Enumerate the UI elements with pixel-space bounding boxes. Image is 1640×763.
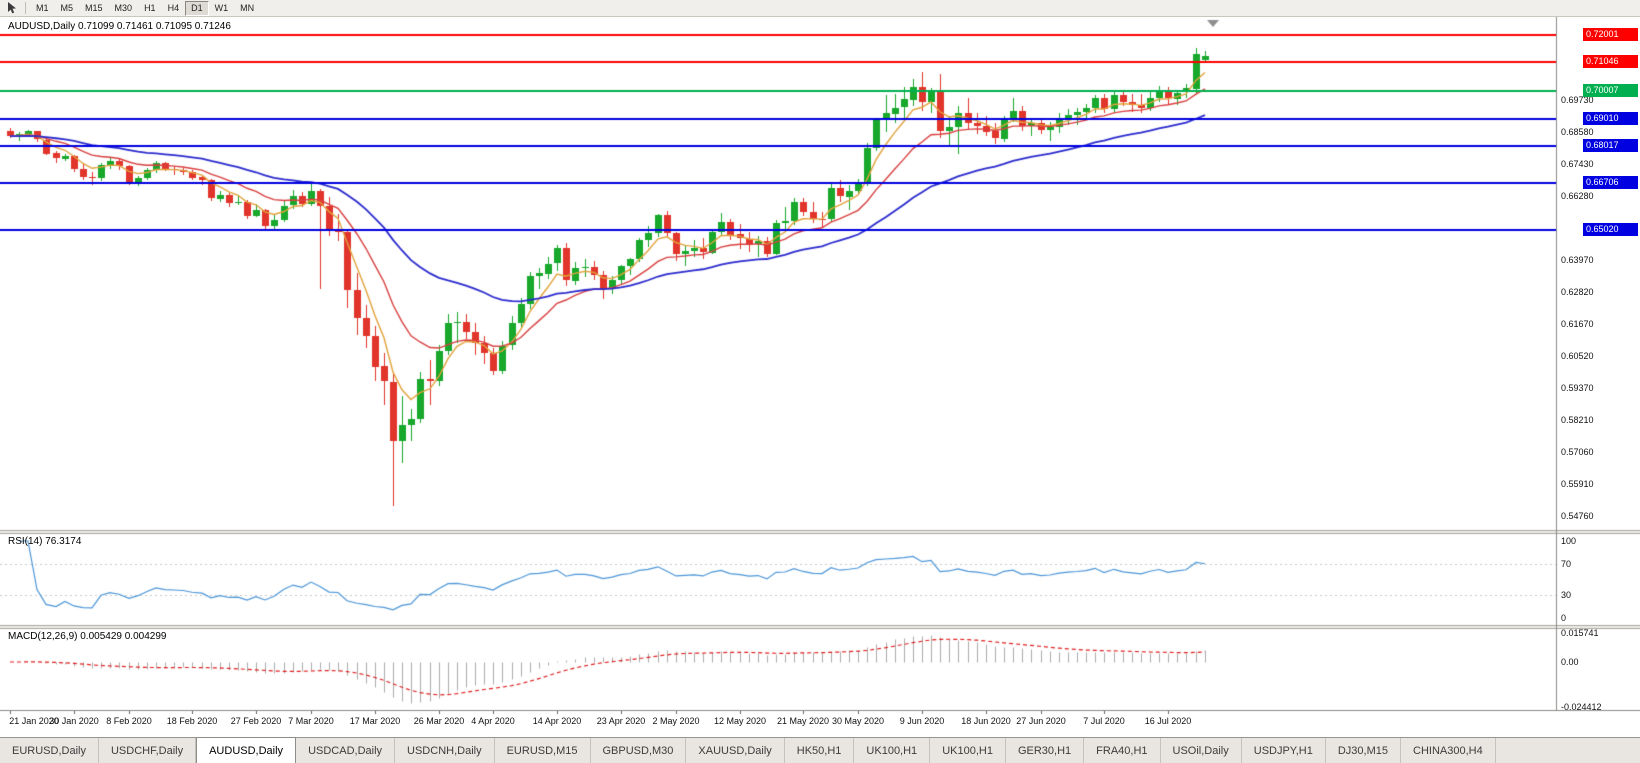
rsi-scale-label: 0 [1561, 613, 1567, 623]
timeframe-m1-button[interactable]: M1 [30, 1, 55, 16]
price-line-tag[interactable]: 0.66706 [1583, 176, 1638, 189]
date-label: 18 Jun 2020 [961, 716, 1011, 726]
price-scale-label: 0.69730 [1561, 95, 1594, 105]
date-label: 8 Feb 2020 [106, 716, 152, 726]
date-label: 2 May 2020 [652, 716, 700, 726]
price-line-tag[interactable]: 0.70007 [1583, 84, 1638, 97]
date-label: 18 Feb 2020 [166, 716, 218, 726]
date-label: 16 Jul 2020 [1144, 716, 1192, 726]
rsi-indicator-label: RSI(14) 76.3174 [8, 536, 82, 547]
timeframe-m30-button[interactable]: M30 [109, 1, 139, 16]
date-label: 7 Mar 2020 [288, 716, 334, 726]
date-label: 27 Jun 2020 [1016, 716, 1066, 726]
price-scale-label: 0.61670 [1561, 319, 1594, 329]
price-scale-label: 0.54760 [1561, 511, 1594, 521]
price-scale-label: 0.60520 [1561, 351, 1594, 361]
timeframe-w1-button[interactable]: W1 [209, 1, 235, 16]
tab-eurusd-daily[interactable]: EURUSD,Daily [0, 738, 99, 763]
macd-scale-label: -0.024412 [1561, 702, 1602, 712]
price-scale-label: 0.59370 [1561, 383, 1594, 393]
price-scale-label: 0.63970 [1561, 255, 1594, 265]
tab-usdjpy-h1[interactable]: USDJPY,H1 [1241, 738, 1326, 763]
price-scale-label: 0.58210 [1561, 415, 1594, 425]
price-line-tag[interactable]: 0.71046 [1583, 55, 1638, 68]
rsi-scale-label: 30 [1561, 590, 1572, 600]
date-label: 27 Feb 2020 [230, 716, 282, 726]
timeframe-d1-button[interactable]: D1 [185, 0, 209, 16]
toolbar-separator [25, 2, 26, 14]
tab-eurusd-m15[interactable]: EURUSD,M15 [494, 738, 591, 763]
macd-indicator-label: MACD(12,26,9) 0.005429 0.004299 [8, 631, 167, 642]
date-label: 9 Jun 2020 [899, 716, 945, 726]
tab-uk100-h1-2[interactable]: UK100,H1 [930, 738, 1006, 763]
date-label: 30 Jan 2020 [49, 716, 99, 726]
tab-usoil-daily[interactable]: USOil,Daily [1160, 738, 1242, 763]
tab-usdchf-daily[interactable]: USDCHF,Daily [98, 738, 197, 763]
tab-gbpusd-m30[interactable]: GBPUSD,M30 [590, 738, 687, 763]
date-label: 21 Jan 2020 [9, 716, 59, 726]
date-label: 17 Mar 2020 [349, 716, 401, 726]
tab-ger30-h1[interactable]: GER30,H1 [1005, 738, 1085, 763]
tab-xauusd-daily[interactable]: XAUUSD,Daily [686, 738, 785, 763]
tab-uk100-h1[interactable]: UK100,H1 [854, 738, 931, 763]
price-scale-label: 0.68580 [1561, 127, 1594, 137]
cursor-icon[interactable] [3, 1, 21, 16]
date-label: 30 May 2020 [831, 716, 885, 726]
price-scale-label: 0.57060 [1561, 447, 1594, 457]
date-label: 23 Apr 2020 [596, 716, 646, 726]
price-scale-label: 0.55910 [1561, 479, 1594, 489]
timeframe-toolbar: M1 M5 M15 M30 H1 H4 D1 W1 MN [0, 0, 1640, 17]
tab-usdcad-daily[interactable]: USDCAD,Daily [296, 738, 396, 763]
chart-window[interactable]: AUDUSD,Daily 0.71099 0.71461 0.71095 0.7… [0, 17, 1640, 737]
price-scale-label: 0.66280 [1561, 191, 1594, 201]
price-line-tag[interactable]: 0.68017 [1583, 139, 1638, 152]
date-label: 12 May 2020 [713, 716, 767, 726]
timeframe-m15-button[interactable]: M15 [79, 1, 109, 16]
macd-scale-label: 0.00 [1561, 657, 1579, 667]
timeframe-h1-button[interactable]: H1 [138, 1, 162, 16]
tab-audusd-daily[interactable]: AUDUSD,Daily [196, 737, 297, 763]
timeframe-h4-button[interactable]: H4 [162, 1, 186, 16]
price-line-tag[interactable]: 0.72001 [1583, 28, 1638, 41]
date-label: 21 May 2020 [776, 716, 830, 726]
date-label: 4 Apr 2020 [471, 716, 515, 726]
rsi-scale-label: 70 [1561, 559, 1572, 569]
date-label: 7 Jul 2020 [1083, 716, 1125, 726]
tab-hk50-h1[interactable]: HK50,H1 [784, 738, 855, 763]
tab-usdcnh-daily[interactable]: USDCNH,Daily [395, 738, 495, 763]
price-chart-canvas[interactable] [0, 17, 1640, 737]
price-scale-label: 0.67430 [1561, 159, 1594, 169]
price-line-tag[interactable]: 0.65020 [1583, 223, 1638, 236]
chart-tabs-bar: EURUSD,Daily USDCHF,Daily AUDUSD,Daily U… [0, 737, 1640, 763]
tab-fra40-h1[interactable]: FRA40,H1 [1084, 738, 1161, 763]
date-label: 26 Mar 2020 [413, 716, 465, 726]
axis-labels-layer: 0.69730 0.68580 0.67430 0.66280 0.63970 0.628… [0, 17, 1640, 737]
price-line-tag[interactable]: 0.69010 [1583, 112, 1638, 125]
rsi-scale-label: 100 [1561, 536, 1577, 546]
timeframe-m5-button[interactable]: M5 [55, 1, 80, 16]
date-label: 14 Apr 2020 [532, 716, 582, 726]
price-scale-label: 0.62820 [1561, 287, 1594, 297]
macd-scale-label: 0.015741 [1561, 628, 1599, 638]
timeframe-mn-button[interactable]: MN [234, 1, 260, 16]
ohlc-info: AUDUSD,Daily 0.71099 0.71461 0.71095 0.7… [8, 21, 231, 32]
tab-china300-h4[interactable]: CHINA300,H4 [1401, 738, 1496, 763]
tab-dj30-m15[interactable]: DJ30,M15 [1325, 738, 1401, 763]
